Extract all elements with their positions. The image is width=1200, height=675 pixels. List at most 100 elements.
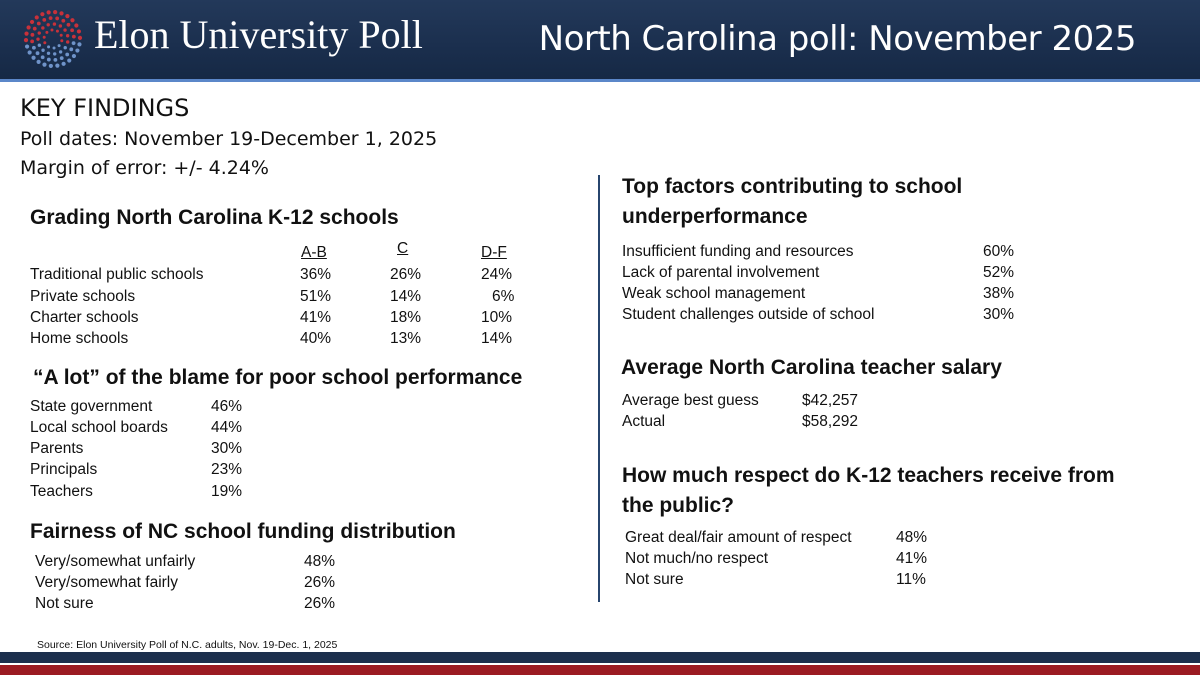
table-row: Charter schools 41% 18% 10% xyxy=(30,309,550,330)
row-value-ab: 51% xyxy=(300,288,332,305)
list-item: Teachers 19% xyxy=(30,483,290,504)
list-item: State government 46% xyxy=(30,398,290,419)
list-item: Lack of parental involvement 52% xyxy=(622,264,1022,285)
logo-dot xyxy=(50,28,54,32)
item-label: Very/somewhat unfairly xyxy=(35,553,196,570)
logo-dot xyxy=(23,38,29,43)
footer-band-navy xyxy=(0,652,1200,663)
logo-dot xyxy=(55,29,59,33)
logo-text: Elon University Poll xyxy=(94,12,423,57)
source-note: Source: Elon University Poll of N.C. adu… xyxy=(37,639,338,651)
list-item: Great deal/fair amount of respect 48% xyxy=(625,529,945,550)
row-value-ab: 41% xyxy=(300,309,332,326)
logo-dot xyxy=(32,26,37,31)
item-value: $58,292 xyxy=(802,413,859,430)
respect-title: How much respect do K-12 teachers receiv… xyxy=(622,464,1115,517)
logo-dot xyxy=(69,47,74,52)
logo-dot xyxy=(41,26,45,30)
logo-dot xyxy=(36,59,41,64)
logo-dot xyxy=(53,57,58,62)
logo-dot xyxy=(43,41,47,45)
row-value-c: 18% xyxy=(390,309,422,326)
logo-dot xyxy=(71,53,77,59)
logo-dot xyxy=(26,25,31,30)
logo-dot xyxy=(63,46,67,50)
item-value: 44% xyxy=(211,419,243,436)
logo-dot xyxy=(52,46,56,50)
item-label: Student challenges outside of school xyxy=(622,306,875,323)
row-label: Charter schools xyxy=(30,309,139,326)
item-label: Not much/no respect xyxy=(625,550,769,567)
item-value: $42,257 xyxy=(802,392,859,409)
list-item: Actual $58,292 xyxy=(622,413,882,434)
list-item: Not sure 26% xyxy=(35,595,355,616)
logo-dot xyxy=(66,22,71,27)
factors-title: Top factors contributing to school under… xyxy=(622,175,963,228)
logo-dot xyxy=(40,55,45,60)
logo-dot xyxy=(27,50,32,55)
logo-dot xyxy=(37,43,42,47)
item-value: 52% xyxy=(983,264,1015,281)
logo-dot xyxy=(47,45,51,49)
header-rule xyxy=(0,79,1200,82)
footer-band-red xyxy=(0,665,1200,675)
item-value: 26% xyxy=(304,574,336,591)
header-banner: Elon University Poll North Carolina poll… xyxy=(0,0,1200,82)
logo-dot xyxy=(67,58,72,63)
list-item: Principals 23% xyxy=(30,461,290,482)
row-value-ab: 36% xyxy=(300,266,332,283)
logo-dot xyxy=(40,12,45,17)
item-label: Parents xyxy=(30,440,84,457)
item-label: Teachers xyxy=(30,483,93,500)
logo-dot xyxy=(35,51,40,56)
logo-dot xyxy=(77,42,82,47)
item-value: 60% xyxy=(983,243,1015,260)
row-value-df: 6% xyxy=(492,288,515,305)
logo-dot xyxy=(66,40,70,44)
poll-logo-icon xyxy=(23,9,83,69)
logo-dot xyxy=(24,31,29,36)
item-value: 48% xyxy=(304,553,336,570)
logo-dot xyxy=(34,15,39,20)
logo-dot xyxy=(65,52,70,57)
salary-title: Average North Carolina teacher salary xyxy=(621,356,1002,379)
item-label: Local school boards xyxy=(30,419,168,436)
item-label: Actual xyxy=(622,413,666,430)
logo-dot xyxy=(63,28,67,32)
logo-dot xyxy=(59,11,64,16)
logo-dot xyxy=(36,21,41,26)
logo-dot xyxy=(29,19,35,25)
logo-dot xyxy=(76,29,82,34)
logo-dot xyxy=(52,22,57,26)
logo-dot xyxy=(61,18,66,23)
logo-dot xyxy=(46,57,51,62)
poll-dates: Poll dates: November 19-December 1, 2025 xyxy=(20,128,438,150)
column-header-ab: A-B xyxy=(301,244,327,261)
item-value: 26% xyxy=(304,595,336,612)
row-label: Traditional public schools xyxy=(30,266,204,283)
item-label: Insufficient funding and resources xyxy=(622,243,854,260)
item-label: Principals xyxy=(30,461,98,478)
item-label: Lack of parental involvement xyxy=(622,264,820,281)
row-label: Home schools xyxy=(30,330,129,347)
list-item: Insufficient funding and resources 60% xyxy=(622,243,1022,264)
logo-dot xyxy=(58,50,63,54)
table-row: Home schools 40% 13% 14% xyxy=(30,330,550,351)
logo-dot xyxy=(32,45,36,50)
item-value: 30% xyxy=(983,306,1015,323)
item-value: 48% xyxy=(896,529,928,546)
column-header-c: C xyxy=(397,240,409,257)
logo-dot xyxy=(37,31,41,35)
logo-dot xyxy=(58,24,63,28)
logo-dot xyxy=(42,18,47,22)
item-value: 38% xyxy=(983,285,1015,302)
fairness-title: Fairness of NC school funding distributi… xyxy=(30,520,456,543)
table-row: Private schools 51% 14% 6% xyxy=(30,288,550,309)
column-divider xyxy=(598,175,600,602)
item-label: Very/somewhat fairly xyxy=(35,574,178,591)
margin-of-error: Margin of error: +/- 4.24% xyxy=(20,157,269,179)
item-label: Not sure xyxy=(625,571,684,588)
item-label: Great deal/fair amount of respect xyxy=(625,529,852,546)
row-value-df: 14% xyxy=(481,330,513,347)
row-value-c: 14% xyxy=(390,288,422,305)
